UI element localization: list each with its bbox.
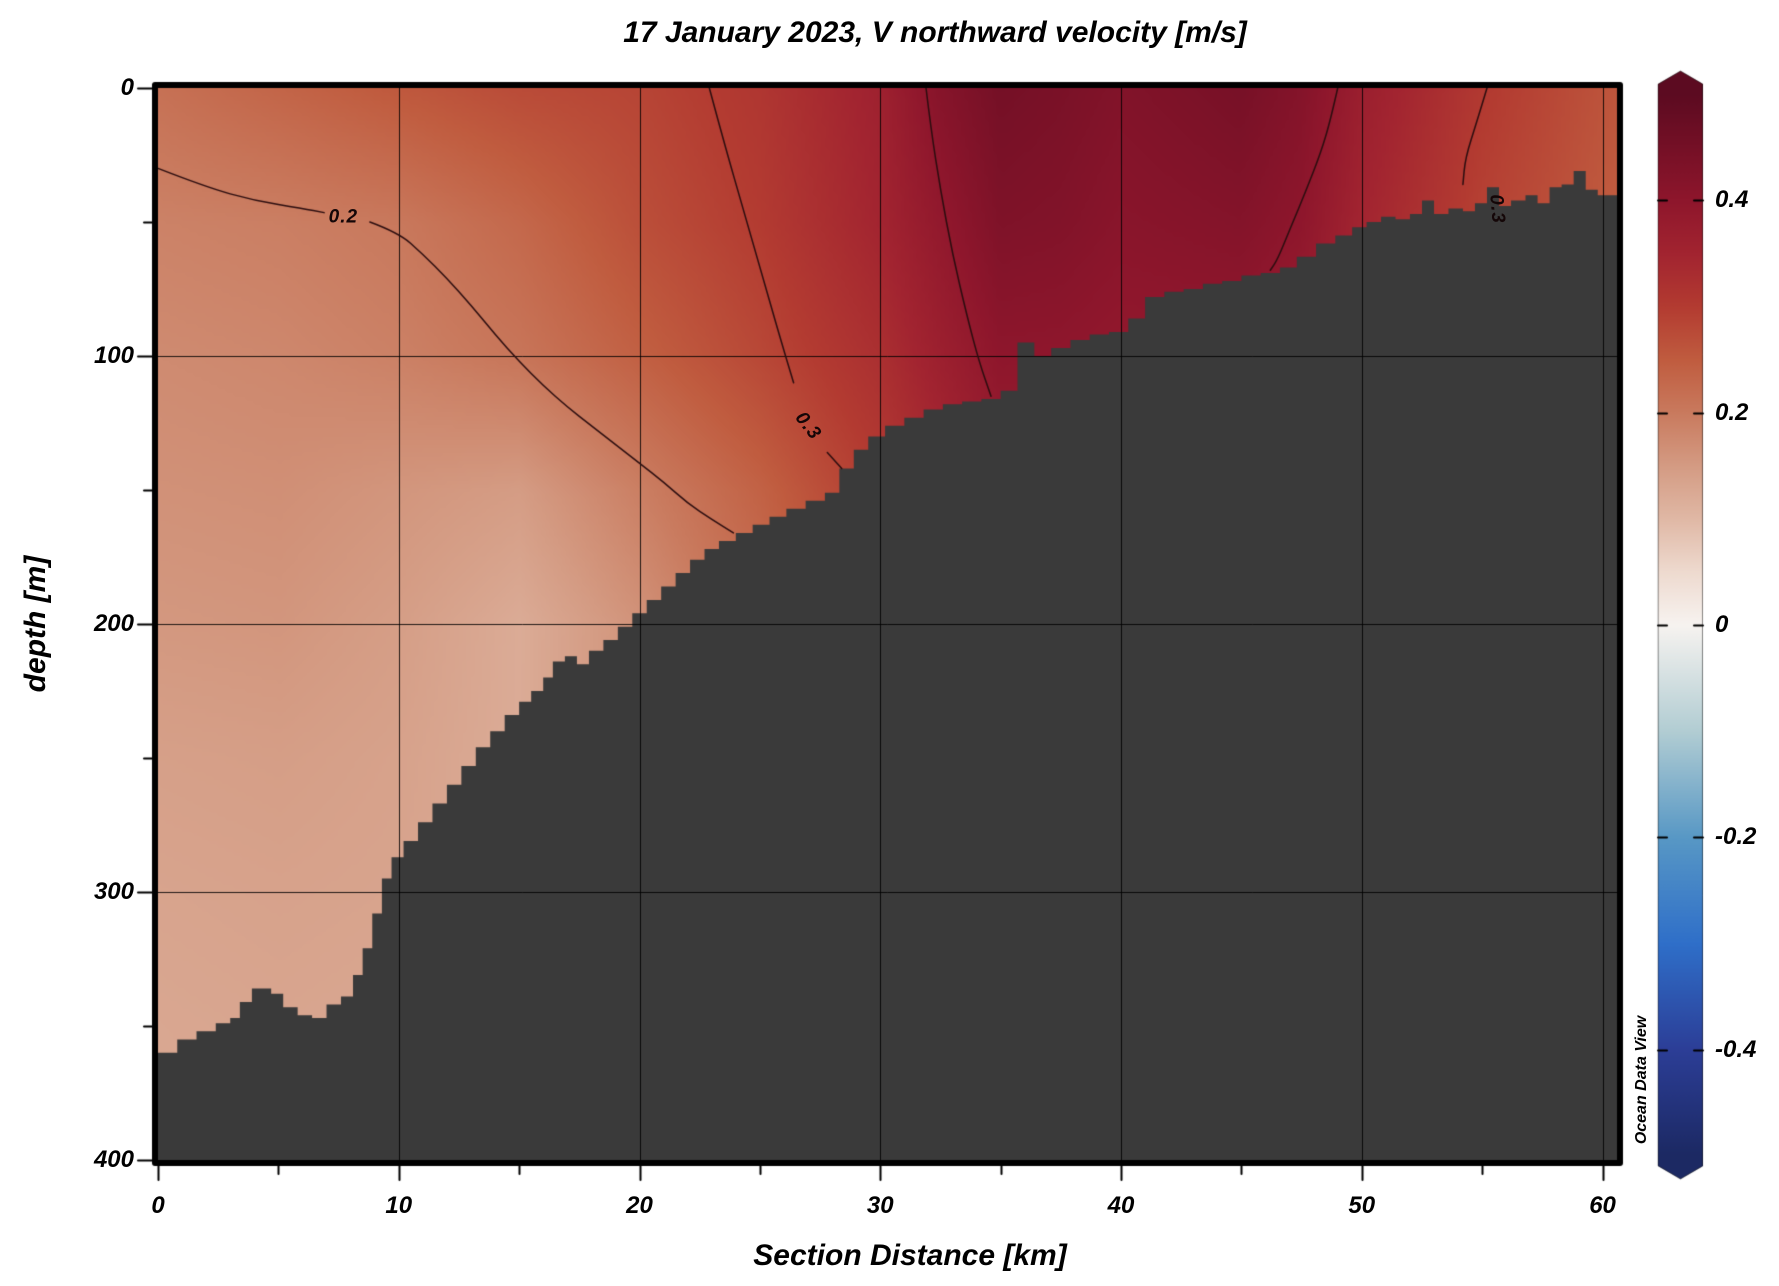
odv-section-figure: 17 January 2023, V northward velocity [m… bbox=[0, 0, 1779, 1286]
section-plot-canvas bbox=[0, 0, 1779, 1286]
